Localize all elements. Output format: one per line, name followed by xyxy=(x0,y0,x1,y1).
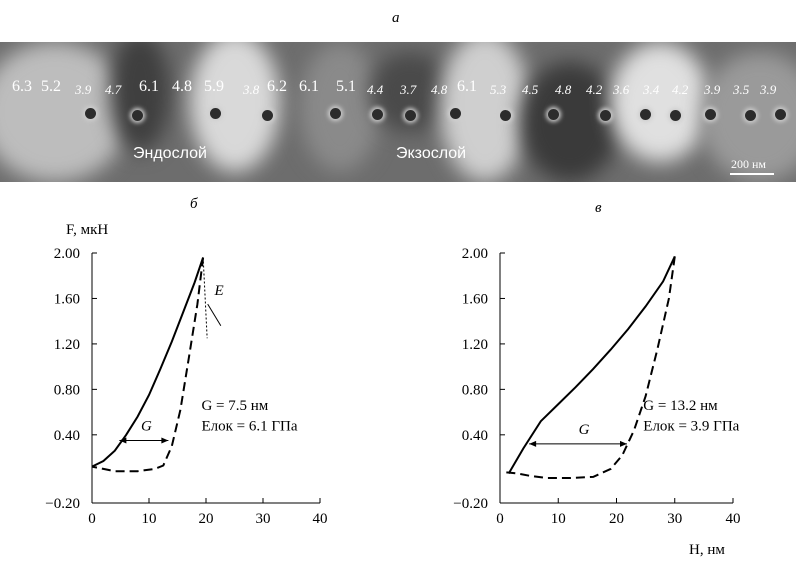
modulus-value: 4.7 xyxy=(105,82,122,97)
y-tick-label: 0.40 xyxy=(54,428,80,444)
x-tick-label: 10 xyxy=(551,511,566,527)
g-arrow-head-left xyxy=(119,437,127,444)
x-tick-label: 40 xyxy=(313,511,328,527)
g-label: G xyxy=(141,419,152,435)
modulus-value: 5.3 xyxy=(490,82,507,97)
y-tick-label: 1.20 xyxy=(54,337,80,353)
x-tick-label: 30 xyxy=(256,511,271,527)
x-axis-title: H, нм xyxy=(689,542,725,558)
y-tick-label: 1.20 xyxy=(462,337,488,353)
loading-curve xyxy=(91,257,205,468)
modulus-value: 4.8 xyxy=(555,82,572,97)
modulus-value: 4.5 xyxy=(522,82,539,97)
y-tick-label: 0.40 xyxy=(462,428,488,444)
x-tick-label: 20 xyxy=(199,511,214,527)
modulus-value: 5.2 xyxy=(41,78,61,95)
y-tick-label: 2.00 xyxy=(462,246,488,262)
y-tick-label: 0.80 xyxy=(462,382,488,398)
g-value: G = 13.2 нм xyxy=(643,398,718,414)
modulus-value: 6.3 xyxy=(12,78,32,95)
x-tick-label: 10 xyxy=(142,511,157,527)
g-arrow-head-right xyxy=(619,440,627,447)
endolayer-label: Эндослой xyxy=(133,145,207,162)
modulus-value: 5.1 xyxy=(336,78,356,95)
modulus-value: 3.4 xyxy=(643,82,660,97)
x-tick-label: 20 xyxy=(609,511,624,527)
loading-curve xyxy=(507,255,676,475)
modulus-value: 3.5 xyxy=(733,82,750,97)
e-value: Eлок = 3.9 ГПа xyxy=(643,418,739,434)
modulus-value: 3.9 xyxy=(704,82,721,97)
y-tick-label: −0.20 xyxy=(453,496,488,512)
y-tick-label: −0.20 xyxy=(45,496,80,512)
modulus-value: 6.2 xyxy=(267,78,287,95)
g-value: G = 7.5 нм xyxy=(201,398,268,414)
panel-letter-b: б xyxy=(190,196,198,212)
panel-letter-c: в xyxy=(595,200,602,216)
modulus-value: 4.8 xyxy=(172,78,192,95)
e-label-line xyxy=(207,303,222,326)
modulus-value: 4.8 xyxy=(431,82,448,97)
y-tick-label: 1.60 xyxy=(54,291,80,307)
unloading-curve xyxy=(505,256,676,479)
scale-bar xyxy=(730,173,774,175)
modulus-value: 3.6 xyxy=(613,82,630,97)
modulus-value: 3.7 xyxy=(400,82,417,97)
x-tick-label: 0 xyxy=(88,511,96,527)
panel-letter-a: а xyxy=(392,10,400,26)
scale-bar-label: 200 нм xyxy=(731,157,767,171)
y-tick-label: 1.60 xyxy=(462,291,488,307)
g-label: G xyxy=(579,422,590,438)
modulus-value: 3.9 xyxy=(75,82,92,97)
tangent-line xyxy=(202,257,208,339)
unloading-curve xyxy=(91,257,205,473)
modulus-value: 3.9 xyxy=(760,82,777,97)
e-value: Eлок = 6.1 ГПа xyxy=(201,418,297,434)
g-arrow-head-left xyxy=(529,440,537,447)
x-tick-label: 0 xyxy=(496,511,504,527)
modulus-value: 6.1 xyxy=(139,78,159,95)
modulus-value: 3.8 xyxy=(243,82,260,97)
modulus-value: 4.2 xyxy=(672,82,689,97)
modulus-value: 6.1 xyxy=(457,78,477,95)
modulus-value: 4.2 xyxy=(586,82,603,97)
modulus-value: 5.9 xyxy=(204,78,224,95)
g-arrow-head-right xyxy=(161,437,169,444)
x-tick-label: 30 xyxy=(667,511,682,527)
e-label: E xyxy=(214,283,224,299)
exolayer-label: Экзослой xyxy=(396,145,467,162)
y-tick-label: 0.80 xyxy=(54,382,80,398)
y-tick-label: 2.00 xyxy=(54,246,80,262)
y-axis-title: F, мкН xyxy=(66,222,108,238)
afm-image: 6.3 5.2 3.9 4.7 6.1 4.8 5.9 3.8 6.2 6.1 5.1 4.4 3.7 4… xyxy=(0,42,796,182)
modulus-value: 6.1 xyxy=(299,78,319,95)
x-tick-label: 40 xyxy=(726,511,741,527)
modulus-value: 4.4 xyxy=(367,82,384,97)
